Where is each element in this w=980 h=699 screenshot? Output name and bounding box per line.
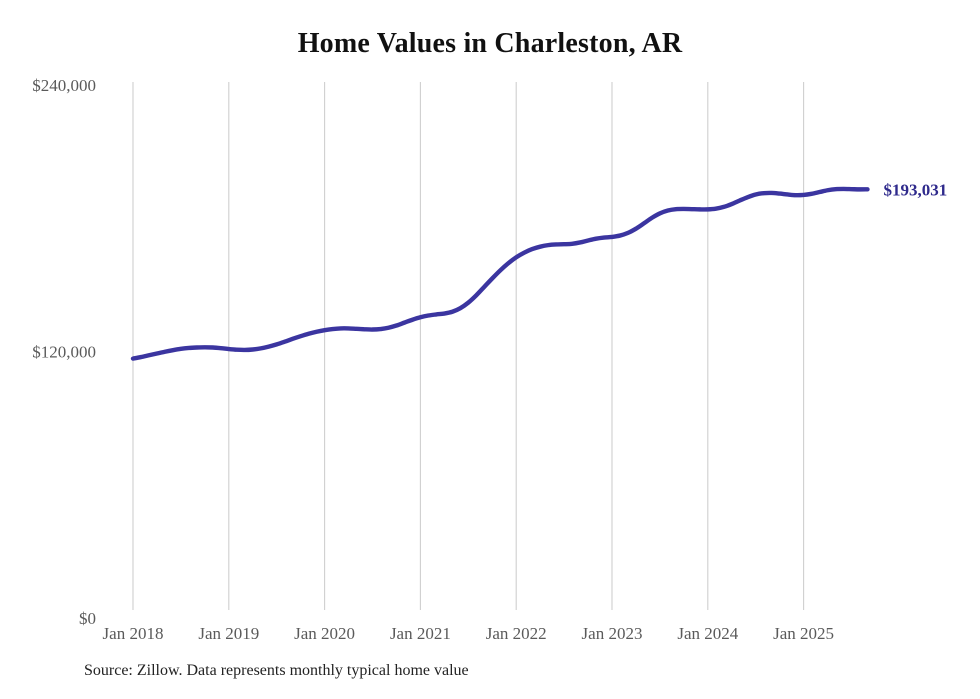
x-axis-tick-label: Jan 2025 — [773, 624, 834, 643]
y-axis-tick-label: $120,000 — [32, 343, 96, 362]
x-axis-tick-label: Jan 2020 — [294, 624, 355, 643]
gridlines-group — [132, 82, 805, 610]
x-axis-tick-label: Jan 2024 — [677, 624, 738, 643]
x-axis-tick-label: Jan 2023 — [582, 624, 643, 643]
y-axis-tick-label: $240,000 — [32, 76, 96, 95]
source-footnote: Source: Zillow. Data represents monthly … — [84, 662, 469, 679]
y-axis-labels-group: $240,000 $120,000 $0 — [32, 76, 96, 628]
home-value-line-series — [130, 186, 870, 361]
y-axis-tick-label: $0 — [79, 609, 96, 628]
x-axis-tick-label: Jan 2021 — [390, 624, 451, 643]
chart-title: Home Values in Charleston, AR — [297, 28, 683, 59]
x-axis-tick-label: Jan 2018 — [103, 624, 164, 643]
x-axis-tick-label: Jan 2019 — [198, 624, 259, 643]
x-axis-tick-label: Jan 2022 — [486, 624, 547, 643]
endpoint-value-label: $193,031 — [883, 180, 947, 199]
x-axis-labels-group: Jan 2018 Jan 2019 Jan 2020 Jan 2021 Jan 2022… — [103, 624, 835, 643]
